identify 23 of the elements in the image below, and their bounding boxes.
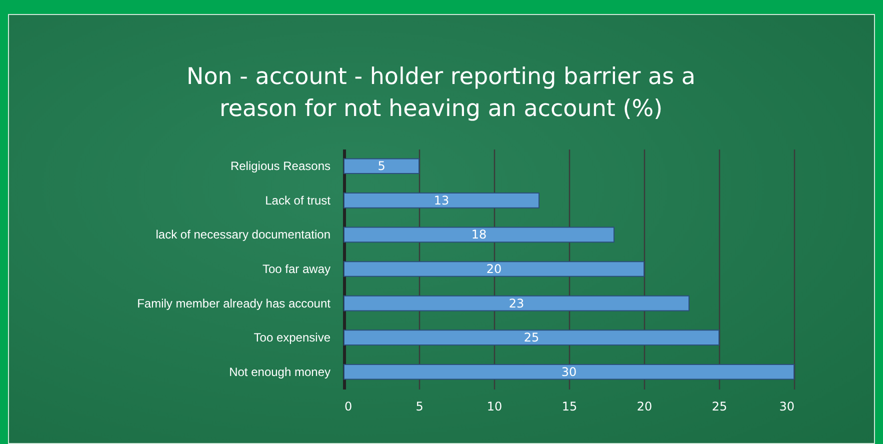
data-label: 30 [561,364,577,379]
x-tick-label: 25 [712,400,728,414]
y-tick-label: Not enough money [229,364,330,379]
y-tick-label: Lack of trust [265,193,332,208]
data-label: 20 [486,262,502,276]
data-label: 5 [378,159,386,174]
y-tick-label: Family member already has account [137,296,332,310]
y-tick-label: Too expensive [254,330,331,345]
text: reason for not heaving an account (%) [219,96,663,122]
y-tick-label: Religious Reasons [230,159,330,174]
text: Non - account - holder reporting barrier as a [186,64,696,90]
x-tick-label: 30 [779,400,794,414]
data-label: 13 [434,193,450,208]
x-tick-label: 10 [486,400,502,414]
data-label: 23 [508,296,524,310]
data-label: 25 [524,330,540,345]
x-tick-label: 0 [344,400,352,414]
data-label: 18 [471,228,487,242]
x-tick-label: 20 [636,400,652,414]
x-tick-label: 15 [562,400,578,414]
x-tick-label: 5 [416,400,424,414]
y-tick-label: lack of necessary documentation [156,228,330,242]
y-tick-label: Too far away [262,262,330,276]
